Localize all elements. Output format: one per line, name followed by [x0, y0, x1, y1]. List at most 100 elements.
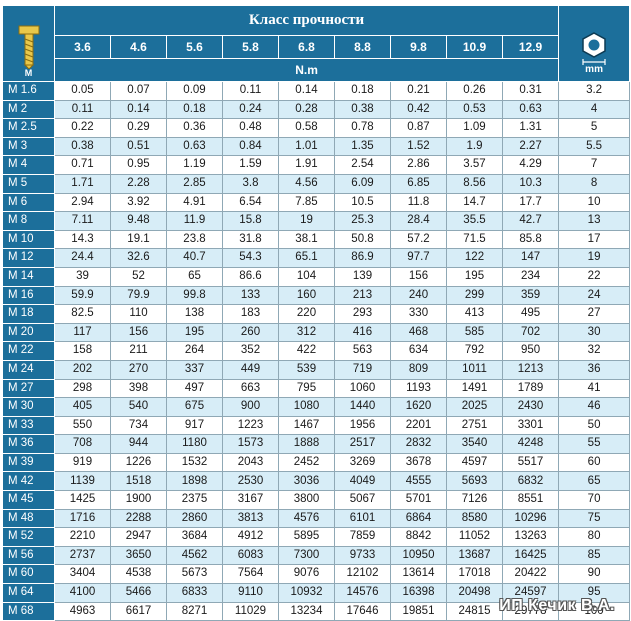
torque-value-cell: 1716 [54, 508, 111, 529]
torque-value-cell: 0.48 [222, 118, 279, 138]
torque-value-cell: 0.29 [110, 118, 167, 138]
torque-value-cell: 19 [278, 211, 335, 231]
torque-value-cell: 0.21 [390, 81, 447, 101]
torque-value-cell: 156 [390, 266, 447, 287]
torque-value-cell: 1573 [222, 434, 279, 454]
torque-value-cell: 86.9 [334, 248, 391, 268]
torque-value-cell: 4.56 [278, 173, 335, 194]
torque-value-cell: 1011 [446, 359, 503, 380]
table-row: M 20 117 156 195 260 312 416 468 585 702 30 [2, 322, 631, 343]
torque-value-cell: 147 [501, 248, 560, 268]
torque-value-cell: 1898 [166, 471, 223, 492]
wrench-size-cell: 75 [558, 508, 631, 529]
torque-value-cell: 4049 [334, 471, 391, 492]
torque-value-cell: 0.53 [446, 99, 503, 120]
torque-value-cell: 0.07 [110, 81, 167, 101]
bolt-icon [18, 25, 39, 69]
bolt-size-cell: M 14 [2, 266, 55, 287]
bolt-size-cell: M 64 [2, 583, 55, 603]
torque-value-cell: 9733 [334, 545, 391, 566]
torque-value-cell: 585 [446, 322, 503, 343]
torque-value-cell: 4248 [501, 434, 560, 454]
torque-value-cell: 19.1 [110, 229, 167, 250]
table-row: M 22 158 211 264 352 422 563 634 792 950 32 [2, 341, 631, 361]
wrench-size-cell: 17 [558, 229, 631, 250]
torque-value-cell: 4912 [222, 527, 279, 547]
torque-value-cell: 99.8 [166, 285, 223, 306]
torque-value-cell: 195 [166, 322, 223, 343]
torque-value-cell: 4100 [54, 583, 111, 603]
torque-value-cell: 6864 [390, 508, 447, 529]
torque-value-cell: 0.18 [334, 81, 391, 101]
wrench-size-cell: 85 [558, 545, 631, 566]
torque-value-cell: 795 [278, 378, 335, 399]
torque-value-cell: 675 [166, 397, 223, 417]
unit-label: N.m [53, 58, 560, 82]
torque-value-cell: 497 [166, 378, 223, 399]
torque-value-cell: 734 [110, 415, 167, 436]
torque-value-cell: 1425 [54, 490, 111, 510]
torque-value-cell: 2201 [390, 415, 447, 436]
torque-value-cell: 3036 [278, 471, 335, 492]
torque-value-cell: 16425 [501, 545, 560, 566]
wrench-size-cell: 13 [558, 211, 631, 231]
torque-value-cell: 4963 [54, 601, 111, 621]
torque-value-cell: 422 [278, 341, 335, 361]
torque-value-cell: 0.05 [54, 81, 111, 101]
torque-value-cell: 8271 [166, 601, 223, 621]
torque-value-cell: 234 [501, 266, 560, 287]
torque-value-cell: 312 [278, 322, 335, 343]
torque-value-cell: 10296 [501, 508, 560, 529]
bolt-size-cell: M 20 [2, 322, 55, 343]
watermark: ИП Кечик В.А. [499, 597, 615, 615]
table-row: M 64 4100 5466 6833 9110 10932 14576 16398 20498… [2, 583, 631, 603]
table-row: M 45 1425 1900 2375 3167 3800 5067 5701 7126 8551… [2, 490, 631, 510]
bolt-size-cell: M 56 [2, 545, 55, 566]
torque-value-cell: 1080 [278, 397, 335, 417]
bolt-size-cell: M 36 [2, 434, 55, 454]
torque-value-cell: 17018 [446, 564, 503, 585]
torque-value-cell: 1223 [222, 415, 279, 436]
torque-value-cell: 138 [166, 304, 223, 324]
torque-value-cell: 2860 [166, 508, 223, 529]
grade-header: 10.9 [446, 35, 503, 59]
torque-value-cell: 1.91 [278, 155, 335, 175]
torque-value-cell: 337 [166, 359, 223, 380]
torque-value-cell: 6083 [222, 545, 279, 566]
torque-value-cell: 0.95 [110, 155, 167, 175]
torque-value-cell: 40.7 [166, 248, 223, 268]
torque-value-cell: 1.9 [446, 136, 503, 157]
torque-value-cell: 39 [54, 266, 111, 287]
torque-value-cell: 3167 [222, 490, 279, 510]
bolt-size-cell: M 48 [2, 508, 55, 529]
torque-value-cell: 1900 [110, 490, 167, 510]
torque-value-cell: 71.5 [446, 229, 503, 250]
torque-value-cell: 299 [446, 285, 503, 306]
torque-value-cell: 57.2 [390, 229, 447, 250]
torque-value-cell: 4562 [166, 545, 223, 566]
torque-value-cell: 2210 [54, 527, 111, 547]
torque-value-cell: 11029 [222, 601, 279, 621]
grade-header: 12.9 [501, 35, 560, 59]
wrench-size-cell: 41 [558, 378, 631, 399]
torque-value-cell: 1.52 [390, 136, 447, 157]
torque-value-cell: 6832 [501, 471, 560, 492]
bolt-size-cell: M 8 [2, 211, 55, 231]
torque-value-cell: 3301 [501, 415, 560, 436]
torque-value-cell: 352 [222, 341, 279, 361]
bolt-size-cell: M 68 [2, 601, 55, 621]
table-row: M 60 3404 4538 5673 7564 9076 12102 13614 17018 2… [2, 564, 631, 585]
torque-value-cell: 792 [446, 341, 503, 361]
bolt-size-cell: M 18 [2, 304, 55, 324]
bolt-size-cell: M 45 [2, 490, 55, 510]
torque-value-cell: 0.38 [334, 99, 391, 120]
bolt-label: M [24, 68, 33, 78]
torque-value-cell: 11.8 [390, 192, 447, 213]
torque-value-cell: 7.11 [54, 211, 111, 231]
torque-value-cell: 3540 [446, 434, 503, 454]
table-row: M 16 59.9 79.9 99.8 133 160 213 240 299 359 24 [2, 285, 631, 306]
wrench-size-cell: 32 [558, 341, 631, 361]
torque-value-cell: 9.48 [110, 211, 167, 231]
table-row: M 2 0.11 0.14 0.18 0.24 0.28 0.38 0.42 0.53 0.63 4 [2, 99, 631, 120]
torque-value-cell: 14576 [334, 583, 391, 603]
